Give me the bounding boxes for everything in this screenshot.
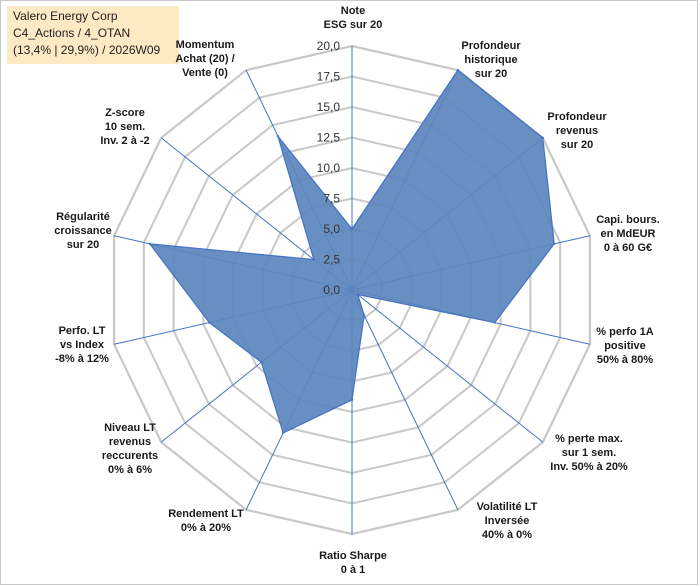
data-point (350, 227, 354, 231)
axis-label-line: Niveau LT (104, 422, 156, 434)
axis-label-line: Ratio Sharpe (319, 550, 387, 562)
data-point (260, 361, 263, 364)
axis-label: Z-score 10 sem. Inv. 2 à -2 (100, 107, 149, 147)
tick-label: 10,0 (317, 161, 341, 175)
tick-label: 17,5 (317, 70, 341, 84)
axis-label: % perfo 1A positive 50% à 80% (596, 326, 654, 366)
axis-label: Régularité croissance sur 20 (54, 211, 111, 251)
data-point (356, 293, 359, 296)
axis-label-line: sur 1 sem. (562, 447, 616, 459)
data-point (493, 321, 496, 324)
header-category: C4_Actions / 4_OTAN (13, 26, 131, 40)
axis-label-line: Inv. 2 à -2 (100, 135, 149, 147)
axis-label: Perfo. LT vs Index -8% à 12% (55, 325, 109, 365)
axis-label-line: sur 20 (475, 68, 507, 80)
axis-label-line: Perfo. LT (59, 325, 106, 337)
data-point (553, 242, 556, 246)
axis-label: Momentum Achat (20) / Vente (0) (175, 39, 234, 79)
axis-label-line: % perfo 1A (596, 326, 654, 338)
data-point (148, 242, 151, 246)
axis-label-line: Profondeur (547, 111, 607, 123)
axis-label: Ratio Sharpe 0 à 1 (319, 550, 387, 576)
tick-label: 7,5 (323, 192, 340, 206)
axis-label-line: % perte max. (555, 433, 623, 445)
data-point (281, 431, 285, 435)
axis-label-line: Note (341, 5, 365, 17)
axis-label-line: Momentum (176, 39, 235, 51)
axis-label-line: sur 20 (67, 239, 99, 251)
data-point (312, 258, 316, 261)
axis-label: % perte max. sur 1 sem. Inv. 50% à 20% (550, 433, 628, 473)
axis-label-line: 0 à 1 (341, 564, 365, 576)
axis-label-line: 40% à 0% (482, 529, 532, 541)
axis-label-line: Capi. bours. (596, 214, 660, 226)
axis-label: Profondeur historique sur 20 (461, 40, 521, 80)
chart-header: Valero Energy Corp C4_Actions / 4_OTAN (… (7, 6, 179, 64)
axis-label: Profondeur revenus sur 20 (547, 111, 607, 151)
axis-label-line: Vente (0) (182, 67, 228, 79)
axis-label: Rendement LT 0% à 20% (168, 508, 244, 534)
axis-label-line: Rendement LT (168, 508, 244, 520)
axis-spoke (351, 289, 459, 511)
header-company: Valero Energy Corp (13, 9, 118, 23)
axis-label-line: reccurents (102, 450, 158, 462)
data-point (208, 321, 211, 324)
axis-label-line: Inv. 50% à 20% (550, 461, 628, 473)
axis-label-line: -8% à 12% (55, 353, 109, 365)
tick-label: 0,0 (323, 283, 340, 297)
tick-label: 5,0 (323, 222, 340, 236)
axis-label-line: 50% à 80% (597, 354, 653, 366)
axis-label-line: croissance (54, 225, 111, 237)
tick-label: 15,0 (317, 100, 341, 114)
axis-label: Capi. bours. en MdEUR 0 à 60 G€ (596, 214, 660, 254)
data-point (276, 134, 280, 138)
axis-label-line: 10 sem. (105, 121, 145, 133)
axis-label-line: 0% à 20% (181, 522, 231, 534)
axis-label-line: sur 20 (561, 139, 593, 151)
data-point (362, 314, 366, 317)
axis-spoke (351, 289, 544, 443)
axis-label-line: revenus (556, 125, 598, 137)
axis-label-line: historique (464, 54, 517, 66)
tick-label: 2,5 (323, 253, 340, 267)
data-point (541, 136, 544, 140)
axis-label-line: vs Index (60, 339, 105, 351)
axis-label-line: 0 à 60 G€ (604, 242, 652, 254)
axis-label-line: revenus (109, 436, 151, 448)
axis-label-line: Inversée (485, 515, 530, 527)
tick-label: 20,0 (317, 39, 341, 53)
axis-label: Volatilité LT Inversée 40% à 0% (477, 501, 538, 541)
axis-label-line: Achat (20) / (175, 53, 234, 65)
axis-label-line: positive (604, 340, 646, 352)
axis-label: Note ESG sur 20 (324, 5, 383, 31)
tick-label: 12,5 (317, 131, 341, 145)
axis-label-line: Régularité (56, 211, 110, 223)
axis-label: Niveau LT revenus reccurents 0% à 6% (102, 422, 158, 476)
axis-label-line: ESG sur 20 (324, 19, 383, 31)
data-point (350, 398, 354, 401)
axis-label-line: 0% à 6% (108, 464, 152, 476)
axis-label-line: en MdEUR (601, 228, 656, 240)
axis-label-line: Z-score (105, 107, 145, 119)
header-stats: (13,4% | 29,9%) / 2026W09 (13, 43, 161, 57)
axis-label-line: Volatilité LT (477, 501, 538, 513)
data-point (456, 68, 460, 72)
axis-label-line: Profondeur (461, 40, 521, 52)
